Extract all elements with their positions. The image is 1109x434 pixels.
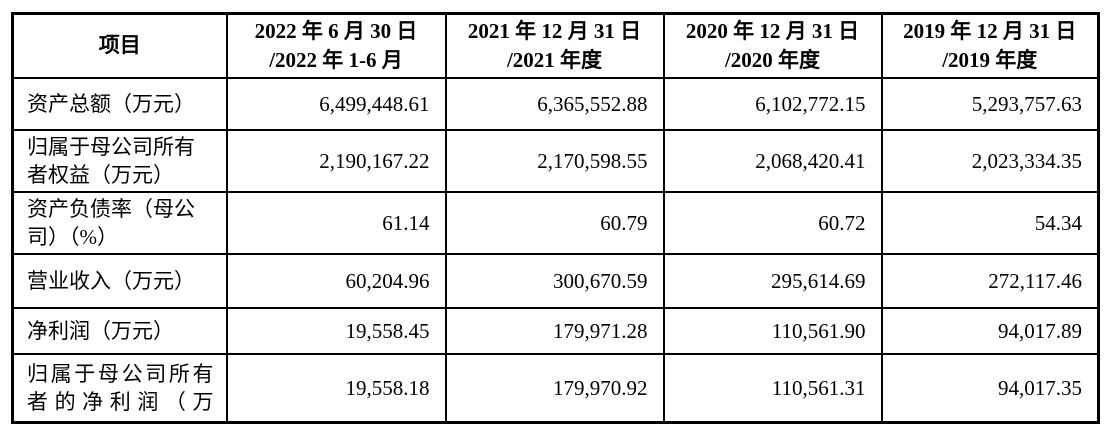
table-row-debt-ratio: 资产负债率（母公 司）（%） 61.14 60.79 60.72 54.34 — [11, 190, 1100, 255]
column-header-item: 项目 — [11, 12, 228, 79]
table-row-net-profit: 净利润（万元） 19,558.45 179,971.28 110,561.90 … — [11, 306, 1100, 355]
table-row-total-assets: 资产总额（万元） 6,499,448.61 6,365,552.88 6,102… — [11, 76, 1100, 131]
cell-value: 6,102,772.15 — [662, 76, 883, 131]
cell-value: 6,365,552.88 — [444, 76, 665, 131]
cell-value: 54.34 — [880, 190, 1100, 255]
cell-value: 94,017.89 — [880, 306, 1100, 355]
financial-summary-table: 项目 2022 年 6 月 30 日 /2022 年 1-6 月 2021 年 … — [11, 12, 1100, 424]
header-row: 项目 2022 年 6 月 30 日 /2022 年 1-6 月 2021 年 … — [11, 12, 1100, 79]
row-label: 资产负债率（母公 司）（%） — [11, 190, 228, 255]
cell-value: 272,117.46 — [880, 252, 1100, 309]
cell-value: 94,017.35 — [880, 352, 1100, 424]
cell-value: 110,561.31 — [662, 352, 883, 424]
row-label: 归属于母公司所有 者的净利润（万 — [11, 352, 228, 424]
column-header-2020: 2020 年 12 月 31 日 /2020 年度 — [662, 12, 883, 79]
column-header-2022h1: 2022 年 6 月 30 日 /2022 年 1-6 月 — [225, 12, 447, 79]
table-row-parent-net-profit: 归属于母公司所有 者的净利润（万 19,558.18 179,970.92 11… — [11, 352, 1100, 424]
cell-value: 2,068,420.41 — [662, 128, 883, 193]
cell-value: 60,204.96 — [225, 252, 447, 309]
cell-value: 179,970.92 — [444, 352, 665, 424]
cell-value: 60.79 — [444, 190, 665, 255]
cell-value: 179,971.28 — [444, 306, 665, 355]
row-label: 净利润（万元） — [11, 306, 228, 355]
column-header-2019: 2019 年 12 月 31 日 /2019 年度 — [880, 12, 1100, 79]
column-header-2021: 2021 年 12 月 31 日 /2021 年度 — [444, 12, 665, 79]
cell-value: 19,558.45 — [225, 306, 447, 355]
cell-value: 2,023,334.35 — [880, 128, 1100, 193]
table-row-parent-equity: 归属于母公司所有 者权益（万元） 2,190,167.22 2,170,598.… — [11, 128, 1100, 193]
cell-value: 300,670.59 — [444, 252, 665, 309]
cell-value: 2,170,598.55 — [444, 128, 665, 193]
cell-value: 61.14 — [225, 190, 447, 255]
cell-value: 5,293,757.63 — [880, 76, 1100, 131]
cell-value: 295,614.69 — [662, 252, 883, 309]
cell-value: 60.72 — [662, 190, 883, 255]
cell-value: 19,558.18 — [225, 352, 447, 424]
cell-value: 110,561.90 — [662, 306, 883, 355]
table-row-operating-revenue: 营业收入（万元） 60,204.96 300,670.59 295,614.69… — [11, 252, 1100, 309]
cell-value: 6,499,448.61 — [225, 76, 447, 131]
row-label: 归属于母公司所有 者权益（万元） — [11, 128, 228, 193]
row-label: 资产总额（万元） — [11, 76, 228, 131]
row-label: 营业收入（万元） — [11, 252, 228, 309]
cell-value: 2,190,167.22 — [225, 128, 447, 193]
